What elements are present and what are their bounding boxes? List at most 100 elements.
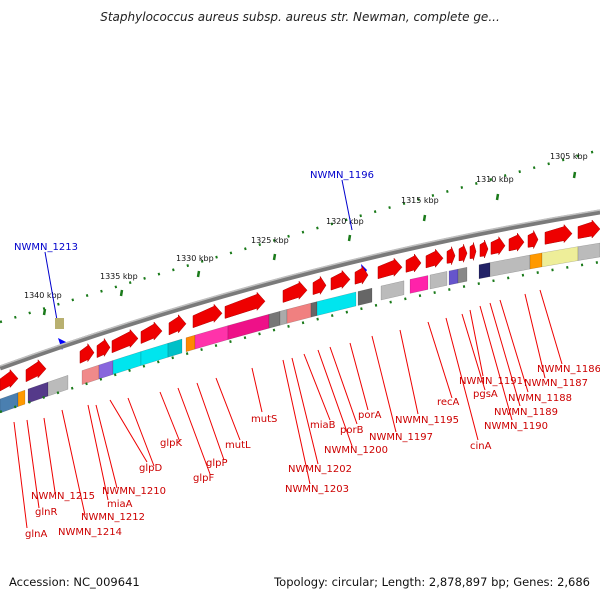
highlight-leader <box>341 179 353 231</box>
label-leader-line <box>26 419 40 509</box>
gene-label: pgsA <box>473 389 498 400</box>
feature-block <box>140 342 169 366</box>
gene-arrow <box>425 248 444 269</box>
topology-info: Topology: circular; Length: 2,878,897 bp… <box>274 575 590 589</box>
gene-arrow <box>140 321 163 344</box>
label-leader-line <box>291 357 319 465</box>
gene-label: glnR <box>35 507 57 518</box>
gene-arrow <box>405 253 422 273</box>
feature-block <box>47 374 69 397</box>
label-leader-line <box>43 417 56 493</box>
accession-info: Accession: NC_009641 <box>9 575 140 589</box>
gene-label: mutL <box>225 440 251 451</box>
highlight-gene-box <box>55 318 64 329</box>
gene-label: miaB <box>310 420 336 431</box>
feature-block <box>448 268 459 286</box>
gene-label: NWMN_1188 <box>508 393 572 404</box>
gene-label: NWMN_1214 <box>58 527 122 538</box>
feature-block <box>478 262 491 280</box>
feature-block <box>310 301 318 318</box>
gene-arrow <box>0 368 19 392</box>
forward-gene-track <box>0 219 600 392</box>
scale-label: 1325 kbp <box>251 236 289 245</box>
label-leader-line <box>399 329 419 415</box>
feature-block <box>0 392 19 414</box>
feature-block <box>27 381 49 404</box>
gene-arrow <box>192 303 223 329</box>
gene-label: NWMN_1187 <box>524 378 588 389</box>
feature-block <box>429 271 448 290</box>
label-leader-line <box>127 397 155 467</box>
label-leaders <box>13 289 563 529</box>
gene-label: glpP <box>206 458 228 469</box>
gene-arrow <box>458 244 468 263</box>
gene-arrow <box>354 265 369 285</box>
label-leader-line <box>489 302 521 407</box>
gene-label: NWMN_1197 <box>369 432 433 443</box>
feature-block <box>112 351 142 375</box>
feature-block <box>409 275 429 294</box>
feature-block <box>529 252 543 270</box>
scale-label: 1305 kbp <box>550 152 588 161</box>
gene-arrow <box>25 359 47 383</box>
gene-arrow <box>377 257 403 280</box>
label-leader-line <box>95 404 118 489</box>
gene-label: glpD <box>139 463 162 474</box>
feature-block <box>185 334 196 353</box>
feature-block <box>279 309 288 326</box>
gene-arrow <box>508 232 525 252</box>
feature-block <box>489 254 531 277</box>
gene-label: cinA <box>470 441 492 452</box>
gene-label: porB <box>340 425 364 436</box>
gene-arrow <box>168 314 187 336</box>
label-leader-line <box>461 313 486 391</box>
label-leader-line <box>445 317 479 441</box>
label-leader-line <box>61 409 86 516</box>
label-leader-line <box>109 399 148 463</box>
label-leader-line <box>329 346 358 425</box>
gene-arrow <box>479 239 489 259</box>
gene-label: NWMN_1195 <box>395 415 459 426</box>
gene-arrow <box>79 342 95 364</box>
gene-label: NWMN_1200 <box>324 445 388 456</box>
scale-label: 1315 kbp <box>401 196 439 205</box>
gene-arrow <box>544 223 573 245</box>
label-leader-line <box>196 382 225 461</box>
label-leader-line <box>303 353 331 421</box>
gene-label: NWMN_1191 <box>459 376 523 387</box>
gene-arrow <box>577 219 600 239</box>
scale-label: 1310 kbp <box>476 175 514 184</box>
gene-arrow <box>490 235 506 256</box>
gene-label: recA <box>437 397 460 408</box>
feature-block <box>98 360 114 380</box>
gene-arrow <box>111 328 139 354</box>
gene-label: NWMN_1186 <box>537 364 600 375</box>
feature-block <box>577 242 600 261</box>
highlight-leader <box>44 251 58 321</box>
gene-arrow <box>330 269 351 291</box>
major-ticks <box>42 171 577 316</box>
feature-block <box>541 246 579 268</box>
gene-arrow <box>282 280 308 303</box>
gene-label: porA <box>358 410 382 421</box>
gene-label: NWMN_1215 <box>31 491 95 502</box>
backbone-highlight <box>0 209 600 367</box>
gene-arrow <box>446 246 456 265</box>
label-leader-line <box>177 387 211 475</box>
label-leader-line <box>427 321 453 399</box>
feature-block-track <box>0 242 600 414</box>
feature-block <box>194 325 229 350</box>
gene-arrow <box>312 275 327 296</box>
feature-block <box>316 291 357 316</box>
gene-arrow <box>527 230 539 249</box>
gene-arrow <box>96 337 111 359</box>
label-leader-line <box>159 391 181 443</box>
feature-block <box>268 310 281 329</box>
feature-block <box>81 364 100 385</box>
gene-label: glpF <box>193 473 214 484</box>
gene-label: NWMN_1210 <box>102 486 166 497</box>
feature-block <box>457 266 468 284</box>
label-leader-line <box>371 335 397 433</box>
map-title: Staphylococcus aureus subsp. aureus str.… <box>100 10 500 24</box>
